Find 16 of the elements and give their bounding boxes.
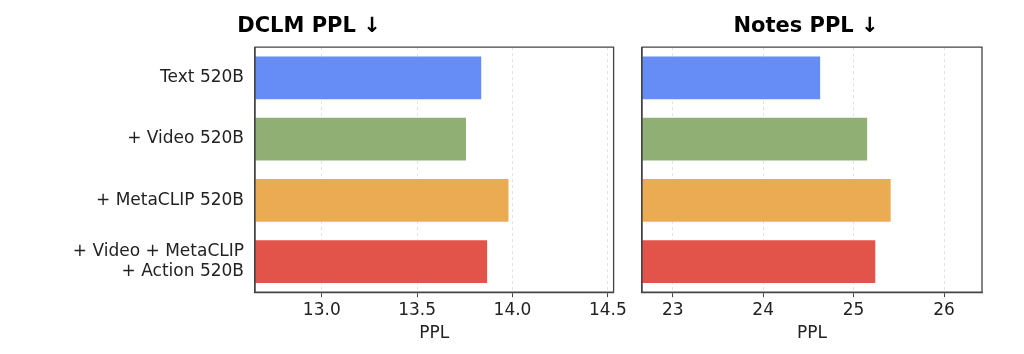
x-axis-title: PPL (419, 322, 450, 343)
x-tick-label: 25 (842, 298, 865, 319)
chart-title: DCLM PPL ↓ (237, 13, 381, 38)
chart-title: Notes PPL ↓ (733, 13, 879, 38)
x-tick-label: 14.5 (588, 298, 627, 319)
y-tick-label: + Video + MetaCLIP + Action 520B (72, 239, 244, 281)
x-tick-label: 23 (661, 298, 684, 319)
y-tick-label: + Video 520B (127, 127, 244, 148)
x-tick-label: 14.0 (493, 298, 532, 319)
x-tick-label: 24 (752, 298, 774, 319)
x-tick-label: 13.5 (398, 298, 437, 319)
x-tick-label: 13.0 (302, 298, 341, 319)
x-axis-title: PPL (797, 322, 828, 343)
y-tick-label: + MetaCLIP 520B (96, 188, 244, 209)
x-tick-label: 26 (933, 298, 955, 319)
y-tick-label: Text 520B (159, 66, 244, 87)
